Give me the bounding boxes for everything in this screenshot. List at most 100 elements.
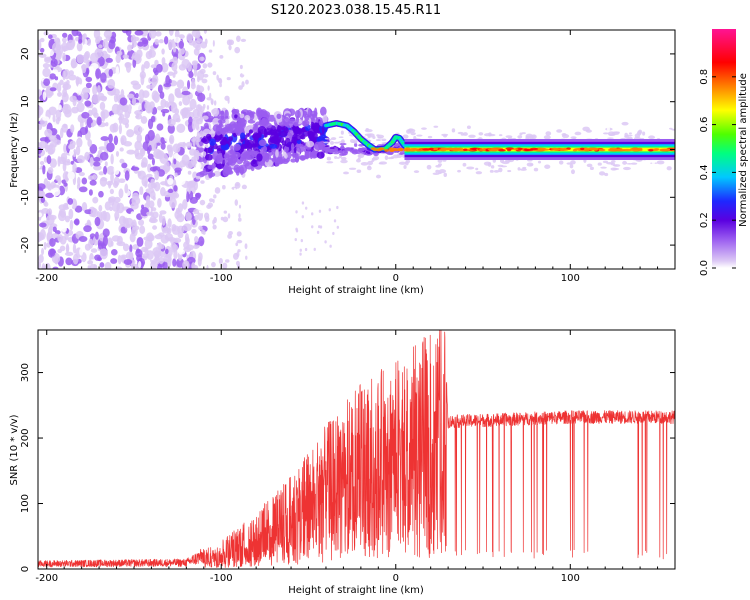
heatmap-cell: [202, 230, 206, 235]
heatmap-cell: [223, 153, 230, 159]
heatmap-cell: [283, 153, 288, 159]
heatmap-cell: [236, 35, 241, 42]
heatmap-cell: [57, 155, 61, 167]
heatmap-cell: [324, 145, 329, 148]
heatmap-cell: [360, 161, 369, 166]
heatmap-cell: [58, 204, 67, 211]
heatmap-cell: [113, 164, 120, 176]
heatmap-cell: [628, 132, 632, 135]
heatmap-cell: [235, 260, 240, 266]
heatmap-cell: [132, 244, 140, 250]
heatmap-cell: [118, 178, 126, 184]
heatmap-cell: [161, 48, 165, 55]
heatmap-cell: [228, 206, 235, 211]
heatmap-cell: [340, 130, 344, 135]
heatmap-cell: [459, 170, 466, 173]
heatmap-cell: [110, 172, 114, 183]
colorbar: 0.0 0.2 0.4 0.6 0.8 Normalized spectral ampl…: [699, 29, 749, 276]
colorbar-tick-label: 0.0: [699, 260, 710, 276]
heatmap-cell: [294, 110, 301, 119]
heatmap-cell: [174, 172, 178, 177]
heatmap-cell: [130, 211, 135, 217]
heatmap-cell: [163, 35, 169, 45]
heatmap-cell: [234, 181, 241, 189]
heatmap-cell: [127, 44, 133, 52]
heatmap-cell: [100, 109, 110, 119]
heatmap-cell: [189, 98, 197, 110]
heatmap-cell: [39, 37, 45, 43]
heatmap-cell: [127, 104, 133, 115]
heatmap-cell: [498, 149, 506, 152]
heatmap-cell: [116, 235, 123, 245]
heatmap-cell: [174, 87, 181, 93]
heatmap-cell: [393, 154, 400, 157]
heatmap-cell: [141, 157, 148, 168]
heatmap-cell: [545, 131, 552, 136]
heatmap-cell: [137, 170, 142, 177]
heatmap-cell: [582, 126, 590, 132]
heatmap-cell: [212, 117, 220, 127]
heatmap-cell: [202, 103, 206, 109]
heatmap-cell: [169, 134, 175, 145]
heatmap-cell: [304, 247, 308, 252]
heatmap-cell: [269, 128, 274, 135]
heatmap-cell: [642, 131, 646, 136]
heatmap-cell: [136, 133, 143, 143]
heatmap-cell: [171, 62, 178, 72]
heatmap-cell: [198, 210, 204, 214]
heatmap-cell: [86, 219, 91, 227]
heatmap-cell: [191, 78, 196, 87]
heatmap-cell: [274, 134, 280, 142]
heatmap-cell: [110, 114, 119, 119]
heatmap-cell: [72, 243, 77, 254]
heatmap-cell: [137, 260, 142, 268]
heatmap-cell: [488, 132, 492, 137]
heatmap-cell: [119, 147, 124, 152]
heatmap-cell: [134, 110, 143, 116]
heatmap-cell: [119, 158, 125, 164]
heatmap-cell: [50, 181, 56, 188]
heatmap-cell: [115, 54, 121, 64]
heatmap-cell: [329, 147, 335, 149]
heatmap-cell: [167, 256, 172, 268]
heatmap-cell: [147, 129, 155, 141]
heatmap-cell: [290, 158, 297, 163]
heatmap-cell: [49, 87, 57, 92]
heatmap-cell: [344, 151, 349, 154]
heatmap-cell: [173, 237, 182, 243]
heatmap-cell: [277, 156, 283, 165]
heatmap-cell: [85, 125, 89, 134]
heatmap-cell: [661, 148, 672, 152]
heatmap-cell: [102, 38, 109, 49]
heatmap-cell: [122, 104, 129, 113]
heatmap-cell: [81, 201, 88, 212]
heatmap-cell: [615, 148, 623, 152]
heatmap-cell: [521, 132, 526, 135]
heatmap-cell: [373, 152, 379, 157]
heatmap-cell: [201, 78, 208, 84]
heatmap-cell: [186, 182, 195, 189]
heatmap-cell: [77, 83, 82, 95]
heatmap-cell: [208, 198, 214, 203]
heatmap-cell: [233, 143, 241, 151]
heatmap-cell: [505, 135, 513, 138]
heatmap-cell: [283, 145, 290, 153]
heatmap-cell: [631, 147, 638, 150]
heatmap-cell: [260, 147, 265, 155]
heatmap-cell: [186, 33, 193, 42]
heatmap-cell: [524, 148, 530, 152]
heatmap-cell: [313, 141, 323, 151]
heatmap-cell: [618, 168, 623, 172]
heatmap-cell: [212, 224, 217, 230]
heatmap-cell: [177, 175, 186, 186]
heatmap-cell: [79, 247, 84, 256]
heatmap-cell: [69, 149, 74, 156]
heatmap-cell: [217, 119, 226, 124]
heatmap-cell: [337, 150, 344, 154]
heatmap-cell: [51, 187, 61, 197]
heatmap-cell: [57, 91, 63, 97]
heatmap-cell: [122, 30, 129, 34]
heatmap-cell: [235, 242, 239, 247]
heatmap-cell: [168, 78, 172, 84]
heatmap-cell: [145, 173, 153, 178]
